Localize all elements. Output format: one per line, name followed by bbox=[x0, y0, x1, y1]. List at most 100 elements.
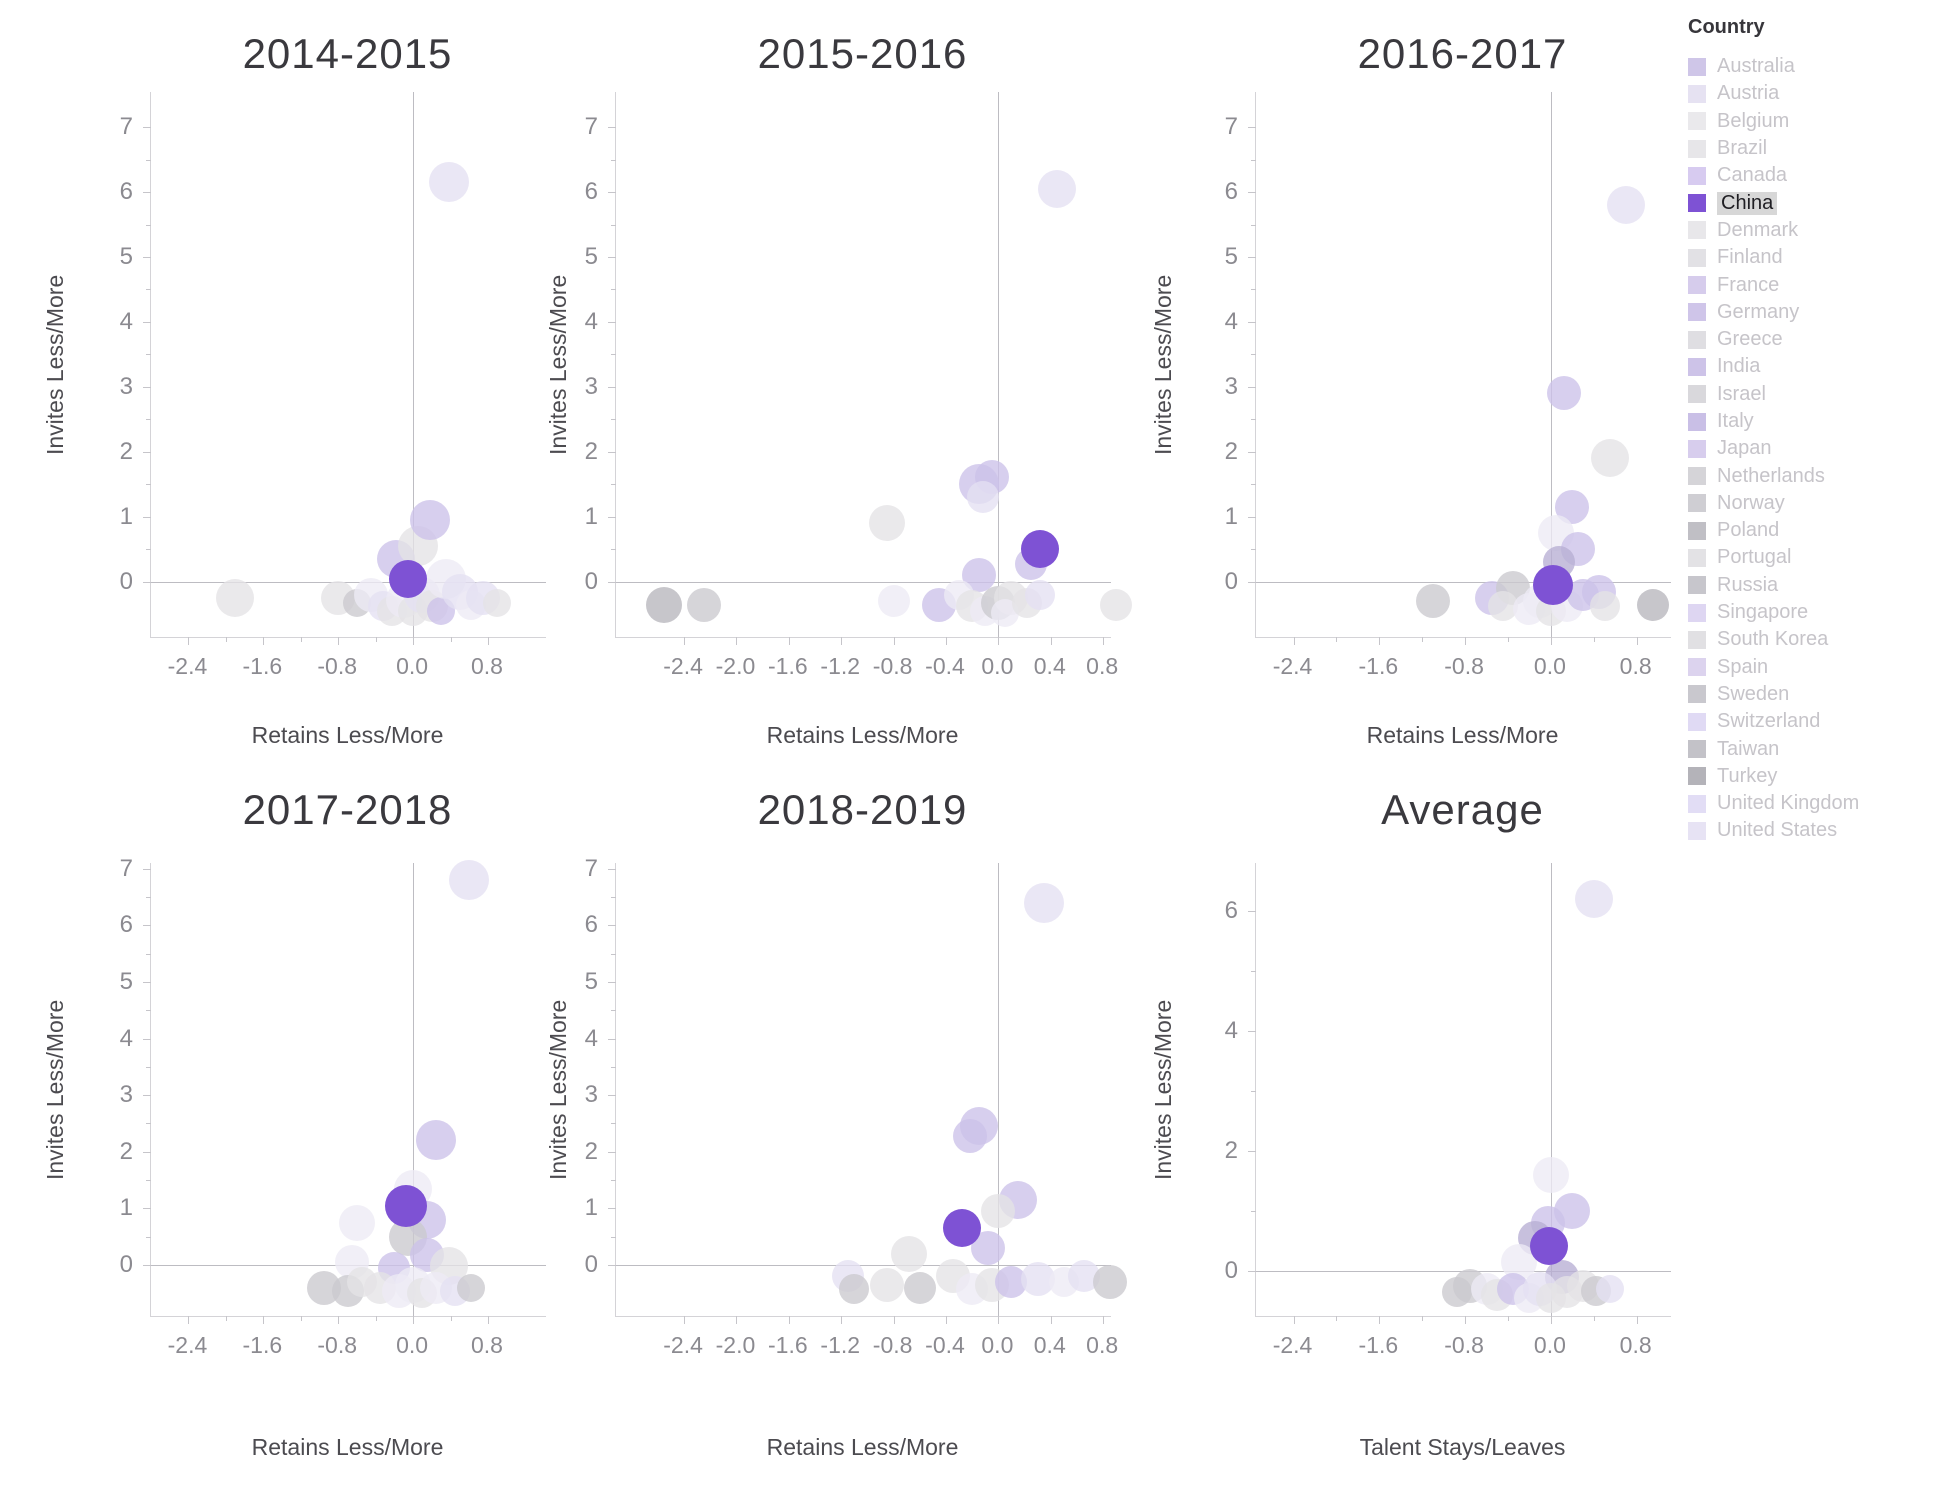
panel-title-2016-2017: 2016-2017 bbox=[1357, 30, 1568, 77]
y-tick-label: 1 bbox=[119, 502, 133, 530]
data-point[interactable] bbox=[1574, 880, 1613, 918]
data-point-china[interactable] bbox=[942, 1209, 981, 1248]
data-point[interactable] bbox=[216, 579, 255, 618]
data-point[interactable] bbox=[1038, 169, 1077, 208]
y-tick bbox=[143, 1151, 151, 1153]
data-point[interactable] bbox=[1415, 584, 1450, 619]
data-point[interactable] bbox=[1092, 1265, 1127, 1300]
legend-item-united-states[interactable]: United States bbox=[1688, 817, 1938, 844]
data-point[interactable] bbox=[1590, 439, 1629, 478]
legend-item-united-kingdom[interactable]: United Kingdom bbox=[1688, 790, 1938, 817]
data-point[interactable] bbox=[1595, 1275, 1624, 1303]
data-point[interactable] bbox=[483, 588, 512, 617]
data-point[interactable] bbox=[1024, 882, 1065, 923]
data-point[interactable] bbox=[966, 481, 999, 514]
data-point[interactable] bbox=[981, 1194, 1016, 1229]
data-point[interactable] bbox=[646, 586, 683, 623]
legend-item-singapore[interactable]: Singapore bbox=[1688, 599, 1938, 626]
legend-label: Spain bbox=[1717, 655, 1769, 678]
y-tick-label: 7 bbox=[119, 113, 133, 141]
legend-item-australia[interactable]: Australia bbox=[1688, 53, 1938, 80]
legend-item-belgium[interactable]: Belgium bbox=[1688, 108, 1938, 135]
legend-swatch-japan bbox=[1688, 439, 1706, 458]
data-point[interactable] bbox=[903, 1271, 936, 1304]
legend-label: South Korea bbox=[1717, 628, 1829, 651]
legend-item-turkey[interactable]: Turkey bbox=[1688, 763, 1938, 790]
legend-items: Australia Austria Belgium Brazil Canada China… bbox=[1688, 53, 1938, 845]
y-minor-tick bbox=[146, 354, 151, 356]
y-minor-tick bbox=[1251, 1211, 1256, 1212]
data-point[interactable] bbox=[1025, 579, 1056, 610]
legend-item-spain[interactable]: Spain bbox=[1688, 654, 1938, 681]
legend-item-india[interactable]: India bbox=[1688, 353, 1938, 380]
data-point-china[interactable] bbox=[1529, 1226, 1568, 1265]
data-point[interactable] bbox=[457, 1273, 486, 1302]
legend-item-china[interactable]: China bbox=[1688, 189, 1938, 216]
data-point[interactable] bbox=[1636, 588, 1669, 621]
legend-item-netherlands[interactable]: Netherlands bbox=[1688, 462, 1938, 489]
legend-item-poland[interactable]: Poland bbox=[1688, 517, 1938, 544]
legend-item-south-korea[interactable]: South Korea bbox=[1688, 626, 1938, 653]
y-tick bbox=[608, 581, 616, 583]
data-point[interactable] bbox=[416, 1120, 457, 1161]
y-tick bbox=[1248, 451, 1256, 453]
y-tick-label: 5 bbox=[119, 967, 133, 995]
x-tick bbox=[1293, 637, 1295, 645]
data-point[interactable] bbox=[338, 1204, 375, 1241]
x-minor-tick bbox=[1508, 1316, 1509, 1321]
legend-item-norway[interactable]: Norway bbox=[1688, 490, 1938, 517]
legend-item-israel[interactable]: Israel bbox=[1688, 381, 1938, 408]
data-point[interactable] bbox=[839, 1273, 870, 1304]
data-point[interactable] bbox=[1487, 591, 1518, 622]
legend-item-canada[interactable]: Canada bbox=[1688, 162, 1938, 189]
y-tick-label: 7 bbox=[119, 854, 133, 882]
legend-item-germany[interactable]: Germany bbox=[1688, 299, 1938, 326]
data-point[interactable] bbox=[891, 1235, 928, 1272]
x-minor-tick bbox=[225, 637, 227, 642]
x-tick-label: 0.0 bbox=[981, 653, 1014, 679]
data-point[interactable] bbox=[1100, 588, 1133, 621]
x-tick bbox=[788, 637, 790, 645]
legend-item-brazil[interactable]: Brazil bbox=[1688, 135, 1938, 162]
data-point[interactable] bbox=[428, 162, 469, 203]
y-axis-title: Invites Less/More bbox=[42, 274, 68, 455]
data-point-china[interactable] bbox=[384, 1184, 427, 1227]
data-point[interactable] bbox=[877, 585, 910, 618]
legend-item-switzerland[interactable]: Switzerland bbox=[1688, 708, 1938, 735]
data-point[interactable] bbox=[1546, 376, 1581, 411]
legend-item-finland[interactable]: Finland bbox=[1688, 244, 1938, 271]
legend-label: Singapore bbox=[1717, 601, 1809, 624]
y-tick-label: 4 bbox=[584, 1024, 598, 1052]
legend-item-france[interactable]: France bbox=[1688, 271, 1938, 298]
data-point[interactable] bbox=[952, 1118, 987, 1153]
data-point-china[interactable] bbox=[1533, 565, 1574, 606]
x-tick-label: 0.8 bbox=[1086, 1332, 1119, 1358]
legend-item-japan[interactable]: Japan bbox=[1688, 435, 1938, 462]
data-point[interactable] bbox=[1606, 186, 1645, 225]
legend-item-denmark[interactable]: Denmark bbox=[1688, 217, 1938, 244]
x-tick-label: 0.0 bbox=[1533, 653, 1566, 679]
data-point[interactable] bbox=[1589, 591, 1620, 622]
y-tick-label: 1 bbox=[584, 502, 598, 530]
y-tick-label: 3 bbox=[119, 1081, 133, 1109]
panel-title-2017-2018: 2017-2018 bbox=[242, 786, 453, 833]
legend-item-austria[interactable]: Austria bbox=[1688, 80, 1938, 107]
legend-item-taiwan[interactable]: Taiwan bbox=[1688, 735, 1938, 762]
data-point[interactable] bbox=[1532, 1157, 1569, 1193]
data-point[interactable] bbox=[870, 1267, 905, 1302]
legend-label: France bbox=[1717, 273, 1780, 296]
data-point[interactable] bbox=[686, 587, 721, 622]
legend-item-russia[interactable]: Russia bbox=[1688, 572, 1938, 599]
legend-item-sweden[interactable]: Sweden bbox=[1688, 681, 1938, 708]
legend-swatch-greece bbox=[1688, 330, 1706, 349]
legend-item-italy[interactable]: Italy bbox=[1688, 408, 1938, 435]
legend-item-greece[interactable]: Greece bbox=[1688, 326, 1938, 353]
data-point[interactable] bbox=[869, 505, 906, 542]
data-point[interactable] bbox=[1441, 1277, 1472, 1307]
data-point[interactable] bbox=[409, 500, 450, 541]
legend-item-portugal[interactable]: Portugal bbox=[1688, 544, 1938, 571]
data-point-china[interactable] bbox=[1021, 530, 1060, 569]
x-tick bbox=[413, 637, 415, 645]
data-point-china[interactable] bbox=[389, 559, 428, 598]
data-point[interactable] bbox=[449, 860, 490, 900]
